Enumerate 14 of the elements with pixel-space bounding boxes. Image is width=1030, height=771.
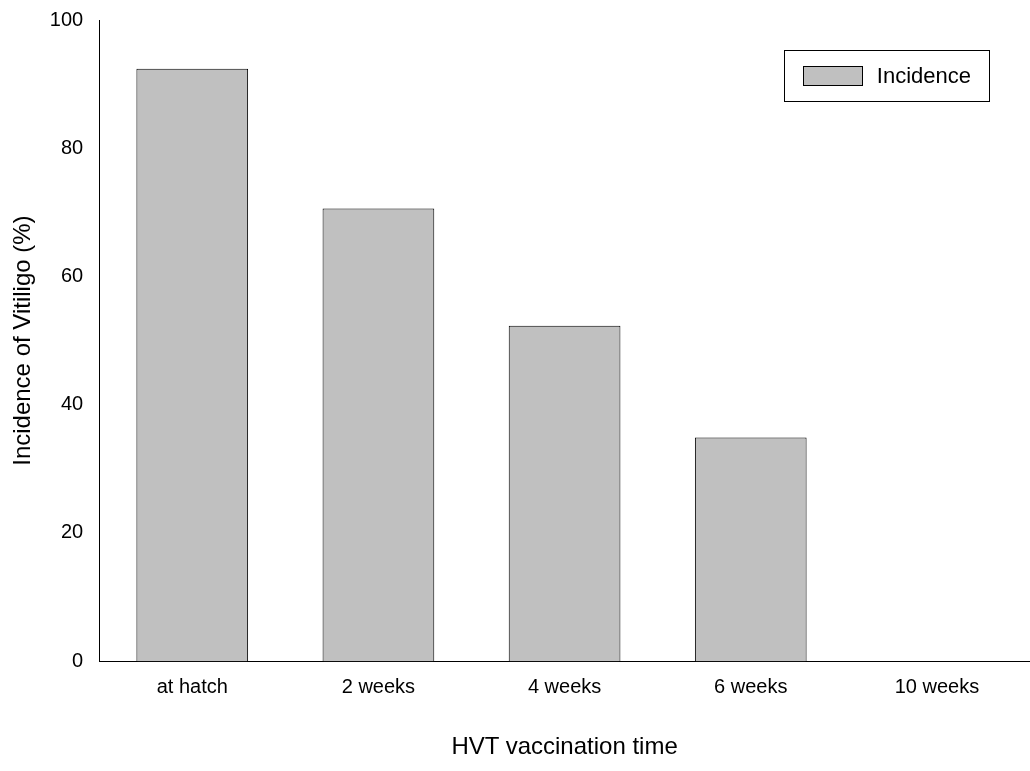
y-tick-label: 20 <box>60 520 84 543</box>
y-tick-label: 40 <box>60 392 84 415</box>
x-tick-label: 10 weeks <box>894 674 980 697</box>
y-axis-title: Incidence of Vitiligo (%) <box>8 215 36 466</box>
x-tick-label: 6 weeks <box>714 674 788 697</box>
y-tick-label: 80 <box>60 135 84 158</box>
legend-label: Incidence <box>876 63 971 89</box>
x-tick-label: 2 weeks <box>341 674 416 697</box>
x-axis-title: HVT vaccination time <box>451 732 678 760</box>
y-tick-label: 0 <box>72 648 84 671</box>
x-tick-label: at hatch <box>156 674 228 697</box>
y-tick-label: 100 <box>49 7 84 30</box>
x-tick-label: 4 weeks <box>527 674 602 697</box>
y-tick-label: 60 <box>60 264 84 286</box>
